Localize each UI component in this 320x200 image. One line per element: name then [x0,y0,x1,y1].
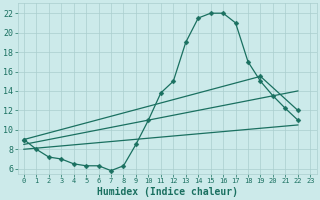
X-axis label: Humidex (Indice chaleur): Humidex (Indice chaleur) [97,186,237,197]
